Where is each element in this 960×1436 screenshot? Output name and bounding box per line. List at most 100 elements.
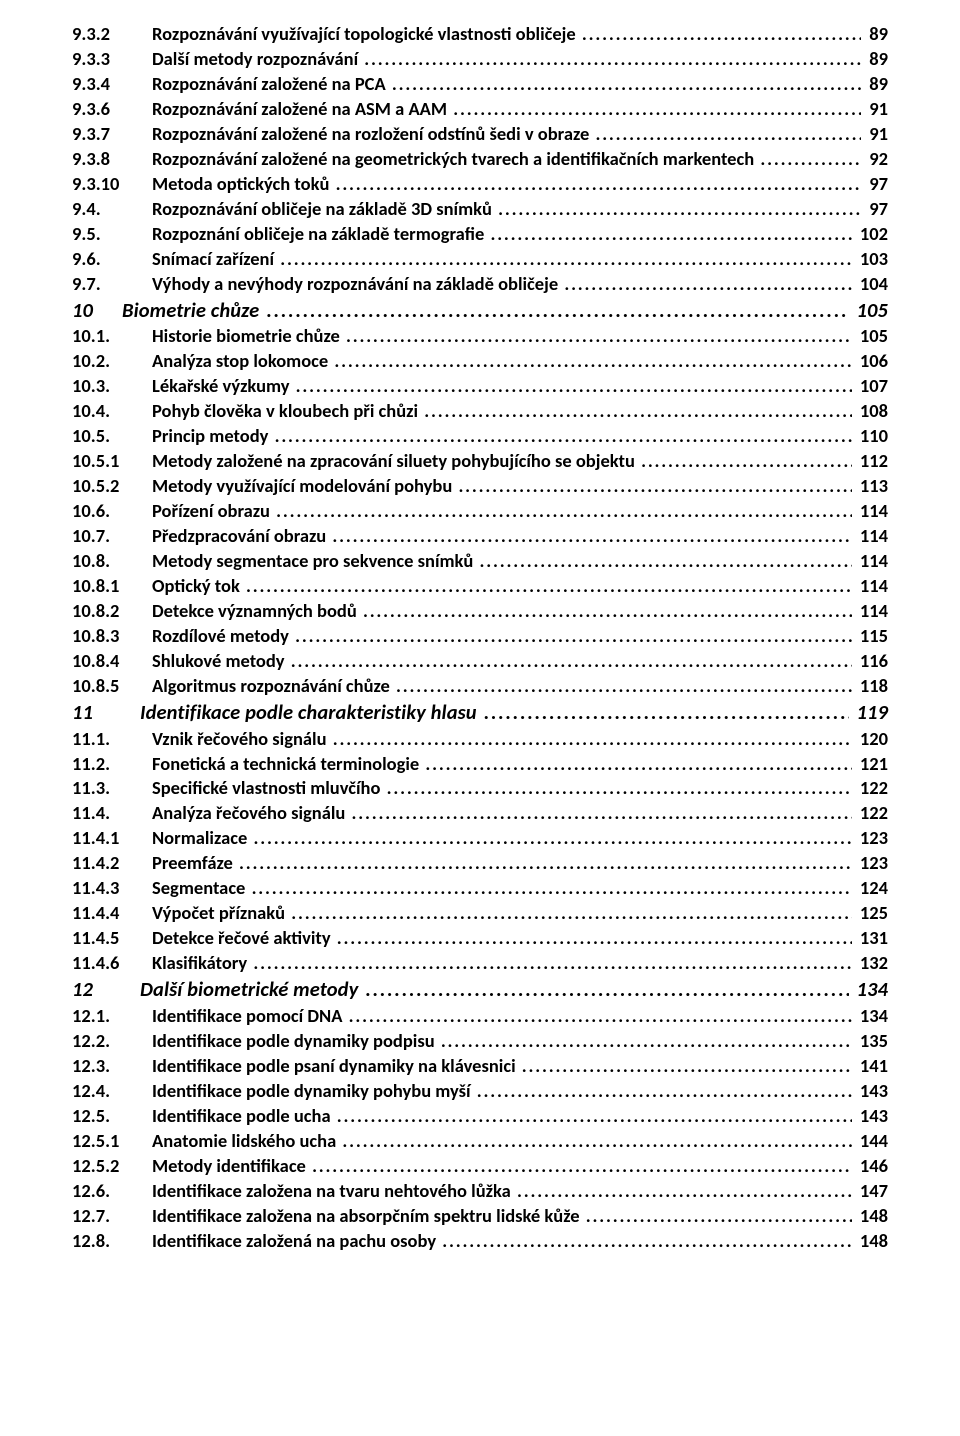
toc-entry-number: 11.4.	[72, 801, 152, 826]
toc-entry-page: 104	[856, 272, 888, 297]
toc-entry: 9.6.Snímací zařízení 103	[72, 247, 888, 272]
toc-entry-page: 124	[856, 876, 888, 901]
toc-entry: 9.3.8Rozpoznávání založené na geometrick…	[72, 147, 888, 172]
toc-leader-dots	[425, 752, 851, 777]
toc-leader-dots	[349, 1004, 852, 1029]
toc-entry-page: 115	[856, 624, 888, 649]
toc-entry: 11.3.Specifické vlastnosti mluvčího 122	[72, 776, 888, 801]
toc-entry: 11.4.Analýza řečového signálu 122	[72, 801, 888, 826]
toc-entry-number: 10.8.4	[72, 649, 152, 674]
toc-entry-title: Rozpoznání obličeje na základě termograf…	[152, 222, 488, 247]
toc-leader-dots	[517, 1179, 852, 1204]
toc-leader-dots	[498, 197, 861, 222]
toc-entry-number: 9.3.8	[72, 147, 152, 172]
toc-entry-page: 110	[856, 424, 888, 449]
toc-entry-page: 114	[856, 599, 888, 624]
toc-entry: 12.7.Identifikace založena na absorpčním…	[72, 1204, 888, 1229]
toc-entry: 12.4.Identifikace podle dynamiky pohybu …	[72, 1079, 888, 1104]
toc-entry-number: 9.3.3	[72, 47, 152, 72]
toc-entry-page: 118	[856, 674, 888, 699]
toc-entry-title: Fonetická a technická terminologie	[152, 752, 423, 777]
toc-entry-page: 121	[856, 752, 888, 777]
toc-entry-page: 97	[865, 172, 888, 197]
toc-entry-number: 10.8.	[72, 549, 152, 574]
toc-entry-title: Rozpoznávání založené na ASM a AAM	[152, 97, 451, 122]
toc-leader-dots	[424, 399, 852, 424]
toc-entry-title: Anatomie lidského ucha	[152, 1129, 340, 1154]
toc-leader-dots	[337, 926, 852, 951]
toc-entry-number: 11.4.6	[72, 951, 152, 976]
toc-leader-dots	[252, 876, 852, 901]
toc-entry: 11.4.2Preemfáze 123	[72, 851, 888, 876]
toc-entry-page: 141	[856, 1054, 888, 1079]
toc-entry-title: Předzpracování obrazu	[152, 524, 330, 549]
toc-entry: 12.5.Identifikace podle ucha 143	[72, 1104, 888, 1129]
toc-entry-page: 89	[865, 47, 888, 72]
toc-entry-page: 122	[856, 801, 888, 826]
toc-entry: 12.1.Identifikace pomocí DNA 134	[72, 1004, 888, 1029]
toc-entry-title: Princip metody	[152, 424, 273, 449]
toc-leader-dots	[458, 474, 851, 499]
toc-entry-title: Pořízení obrazu	[152, 499, 274, 524]
toc-leader-dots	[334, 349, 851, 374]
toc-entry-number: 10.5.1	[72, 449, 152, 474]
toc-entry-number: 12.5.2	[72, 1154, 152, 1179]
toc-leader-dots	[392, 72, 861, 97]
toc-leader-dots	[365, 976, 848, 1004]
toc-entry-number: 9.4.	[72, 197, 152, 222]
toc-entry: 12Další biometrické metody 134	[72, 976, 888, 1004]
toc-leader-dots	[333, 727, 852, 752]
toc-entry-number: 10.5.	[72, 424, 152, 449]
toc-entry: 10.5.Princip metody 110	[72, 424, 888, 449]
toc-entry-page: 125	[856, 901, 888, 926]
toc-leader-dots	[387, 776, 852, 801]
toc-entry-number: 9.6.	[72, 247, 152, 272]
toc-entry-number: 11.1.	[72, 727, 152, 752]
toc-entry: 11.4.5Detekce řečové aktivity 131	[72, 926, 888, 951]
toc-leader-dots	[280, 247, 852, 272]
toc-entry-title: Rozpoznávání založené na rozložení odstí…	[152, 122, 593, 147]
toc-entry: 10.5.1Metody založené na zpracování silu…	[72, 449, 888, 474]
toc-entry-title: Identifikace založena na absorpčním spek…	[152, 1204, 584, 1229]
toc-leader-dots	[564, 272, 852, 297]
toc-entry-page: 148	[856, 1229, 888, 1254]
toc-entry-title: Metody segmentace pro sekvence snímků	[152, 549, 478, 574]
toc-entry-title: Detekce řečové aktivity	[152, 926, 335, 951]
toc-entry-number: 10	[72, 297, 122, 325]
toc-entry: 10.8.3Rozdílové metody 115	[72, 624, 888, 649]
toc-entry-page: 108	[856, 399, 888, 424]
toc-entry-title: Rozdílové metody	[152, 624, 293, 649]
toc-leader-dots	[239, 851, 852, 876]
toc-entry-number: 12.5.1	[72, 1129, 152, 1154]
toc-entry: 9.3.4Rozpoznávání založené na PCA 89	[72, 72, 888, 97]
toc-entry-number: 11.4.2	[72, 851, 152, 876]
toc-entry-page: 103	[856, 247, 888, 272]
toc-leader-dots	[291, 901, 852, 926]
toc-entry: 12.2.Identifikace podle dynamiky podpisu…	[72, 1029, 888, 1054]
toc-entry-title: Optický tok	[152, 574, 244, 599]
toc-entry: 10.2.Analýza stop lokomoce 106	[72, 349, 888, 374]
toc-entry-title: Preemfáze	[152, 851, 237, 876]
toc-entry-page: 147	[856, 1179, 888, 1204]
toc-leader-dots	[253, 951, 851, 976]
toc-entry-page: 132	[856, 951, 888, 976]
toc-leader-dots	[253, 826, 851, 851]
toc-leader-dots	[346, 324, 852, 349]
toc-entry-page: 89	[865, 72, 888, 97]
toc-entry-number: 12.4.	[72, 1079, 152, 1104]
toc-entry: 10Biometrie chůze 105	[72, 297, 888, 325]
toc-entry-number: 10.6.	[72, 499, 152, 524]
toc-entry-title: Identifikace podle charakteristiky hlasu	[140, 699, 481, 727]
toc-leader-dots	[295, 624, 852, 649]
toc-entry-page: 114	[856, 574, 888, 599]
toc-entry-title: Snímací zařízení	[152, 247, 278, 272]
toc-entry-title: Shlukové metody	[152, 649, 289, 674]
toc-leader-dots	[760, 147, 861, 172]
toc-entry-page: 148	[856, 1204, 888, 1229]
toc-entry-page: 144	[856, 1129, 888, 1154]
toc-entry-title: Identifikace založená na pachu osoby	[152, 1229, 440, 1254]
toc-leader-dots	[266, 297, 848, 325]
toc-entry: 12.3.Identifikace podle psaní dynamiky n…	[72, 1054, 888, 1079]
toc-leader-dots	[490, 222, 851, 247]
toc-entry: 10.1.Historie biometrie chůze 105	[72, 324, 888, 349]
